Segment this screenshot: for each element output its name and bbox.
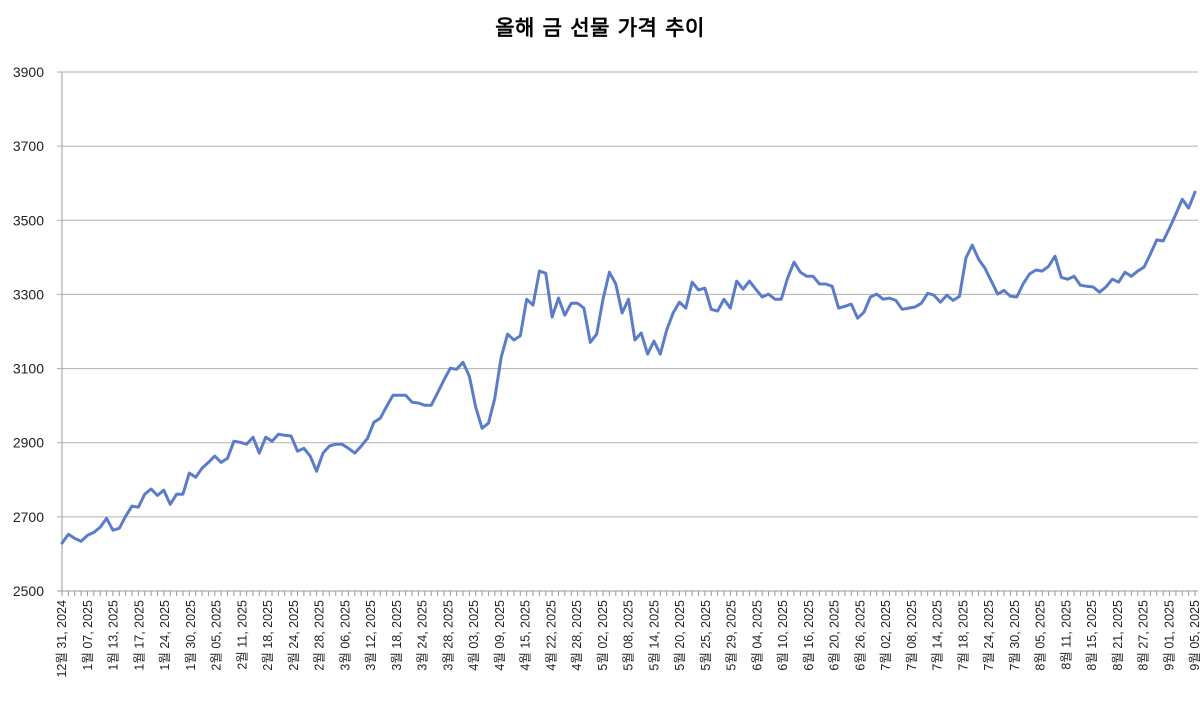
y-axis: 2500 2700 2900 3100 3300 3500 3700 3900	[13, 64, 63, 599]
x-tick-label: 5월 20, 2025	[673, 600, 687, 671]
x-tick-label: 9월 05, 2025	[1188, 600, 1200, 671]
x-tick-label: 8월 05, 2025	[1034, 600, 1048, 671]
chart-title: 올해 금 선물 가격 추이	[495, 16, 705, 40]
x-tick-label: 3월 24, 2025	[416, 600, 430, 671]
x-tick-label: 3월 06, 2025	[338, 600, 352, 671]
x-tick-label: 6월 16, 2025	[802, 600, 816, 671]
x-tick-label: 7월 02, 2025	[879, 600, 893, 671]
x-tick-label: 8월 15, 2025	[1085, 600, 1099, 671]
y-tick-label: 2700	[13, 509, 44, 525]
x-tick-label: 4월 22, 2025	[544, 600, 558, 671]
x-tick-label: 4월 03, 2025	[467, 600, 481, 671]
x-tick-label: 1월 30, 2025	[184, 600, 198, 671]
x-tick-label: 2월 11, 2025	[235, 600, 249, 670]
x-tick-label: 7월 14, 2025	[931, 600, 945, 671]
x-tick-label: 6월 20, 2025	[828, 600, 842, 671]
x-tick-label: 7월 18, 2025	[956, 600, 970, 671]
y-tick-label: 3300	[13, 286, 44, 302]
x-tick-label: 3월 28, 2025	[441, 600, 455, 671]
x-tick-label: 1월 17, 2025	[132, 600, 146, 671]
x-tick-label: 9월 01, 2025	[1162, 600, 1176, 671]
y-tick-label: 2500	[13, 583, 44, 599]
x-tick-label: 7월 08, 2025	[905, 600, 919, 671]
x-tick-label: 1월 24, 2025	[158, 600, 172, 671]
x-tick-label: 4월 15, 2025	[519, 600, 533, 671]
y-tick-label: 3900	[13, 64, 44, 80]
y-tick-label: 3500	[13, 212, 44, 228]
x-tick-label: 5월 29, 2025	[725, 600, 739, 671]
x-tick-label: 6월 10, 2025	[776, 600, 790, 671]
x-tick-label: 6월 04, 2025	[750, 600, 764, 671]
x-tick-label: 5월 14, 2025	[647, 600, 661, 671]
x-tick-label: 6월 26, 2025	[853, 600, 867, 671]
x-tick-label: 3월 18, 2025	[390, 600, 404, 671]
x-tick-label: 8월 11, 2025	[1059, 600, 1073, 670]
x-tick-label: 4월 28, 2025	[570, 600, 584, 671]
x-tick-label: 2월 28, 2025	[313, 600, 327, 671]
y-tick-label: 2900	[13, 435, 44, 451]
price-line	[60, 190, 1197, 545]
x-tick-label: 8월 27, 2025	[1137, 600, 1151, 671]
x-tick-label: 1월 07, 2025	[81, 600, 95, 671]
x-tick-label: 2월 05, 2025	[210, 600, 224, 671]
x-tick-label: 2월 24, 2025	[287, 600, 301, 671]
x-tick-label: 5월 08, 2025	[622, 600, 636, 671]
x-tick-label: 7월 30, 2025	[1008, 600, 1022, 671]
x-tick-label: 3월 12, 2025	[364, 600, 378, 671]
x-tick-label: 2월 18, 2025	[261, 600, 275, 671]
x-tick-label: 7월 24, 2025	[982, 600, 996, 671]
x-tick-label: 5월 25, 2025	[699, 600, 713, 671]
y-tick-label: 3100	[13, 361, 44, 377]
x-tick-label: 12월 31, 2024	[55, 600, 69, 678]
x-tick-label: 8월 21, 2025	[1111, 600, 1125, 671]
x-tick-label: 5월 02, 2025	[596, 600, 610, 671]
y-tick-label: 3700	[13, 138, 44, 154]
x-axis: 12월 31, 2024 1월 07, 2025 1월 13, 2025 1월 17,…	[55, 591, 1200, 678]
x-tick-label: 4월 09, 2025	[493, 600, 507, 671]
gridlines	[57, 71, 1198, 592]
x-tick-label: 1월 13, 2025	[107, 600, 121, 671]
